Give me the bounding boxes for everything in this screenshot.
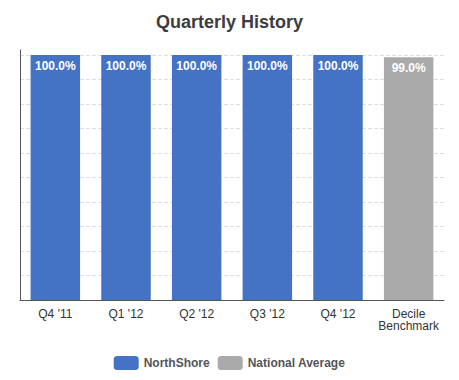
svg-text:100.0%: 100.0%: [318, 59, 359, 73]
svg-text:National Average: National Average: [248, 356, 345, 370]
svg-text:100.0%: 100.0%: [247, 59, 288, 73]
svg-text:Q3 '12: Q3 '12: [250, 307, 285, 321]
svg-text:Benchmark: Benchmark: [378, 319, 440, 333]
svg-text:Decile: Decile: [392, 307, 426, 321]
svg-text:100.0%: 100.0%: [35, 59, 76, 73]
svg-text:Quarterly History: Quarterly History: [156, 12, 303, 32]
svg-text:Q4 '11: Q4 '11: [38, 307, 72, 321]
svg-text:99.0%: 99.0%: [392, 61, 426, 75]
svg-text:Q4 '12: Q4 '12: [321, 307, 356, 321]
svg-text:Q2 '12: Q2 '12: [179, 307, 214, 321]
svg-text:100.0%: 100.0%: [106, 59, 147, 73]
svg-text:100.0%: 100.0%: [176, 59, 217, 73]
svg-text:Q1 '12: Q1 '12: [109, 307, 144, 321]
svg-text:NorthShore: NorthShore: [144, 356, 210, 370]
